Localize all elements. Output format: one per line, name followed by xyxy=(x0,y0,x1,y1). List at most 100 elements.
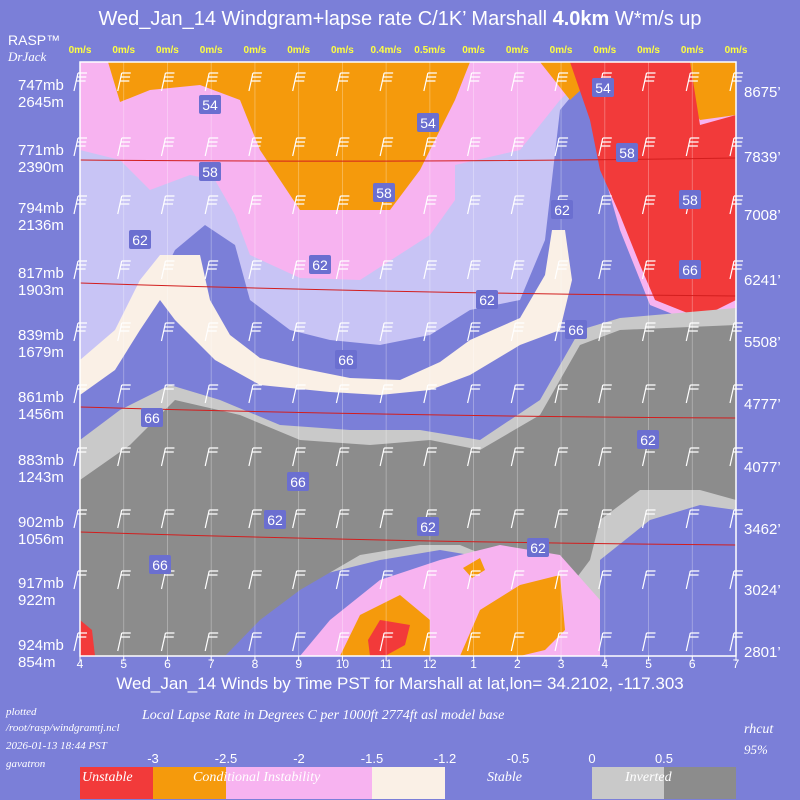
wind-barb xyxy=(641,322,656,342)
legend-swatch xyxy=(664,767,736,799)
svg-text:66: 66 xyxy=(144,410,160,426)
wind-barb xyxy=(204,195,219,215)
wind-barb xyxy=(379,447,394,467)
legend-tick-label: -1.2 xyxy=(433,751,457,766)
wind-barb xyxy=(204,72,219,92)
svg-text:66: 66 xyxy=(682,262,698,278)
height-ft-label: 5508’ xyxy=(744,334,781,351)
wind-barb xyxy=(335,384,350,404)
height-ft-label: 8675’ xyxy=(744,84,781,101)
wind-barb xyxy=(73,72,87,92)
x-tick-label: 11 xyxy=(380,657,393,671)
w-star-label: 0m/s xyxy=(68,45,92,56)
wind-barb xyxy=(510,322,525,342)
w-star-label: 0m/s xyxy=(287,45,311,56)
wind-barb xyxy=(641,137,656,157)
wind-barb xyxy=(423,447,437,467)
w-star-label: 0m/s xyxy=(505,45,529,56)
reference-line xyxy=(79,282,737,297)
height-m-label: 2390m xyxy=(18,159,64,176)
legend-swatch xyxy=(299,767,372,799)
height-ft-label: 6241’ xyxy=(744,272,781,289)
wind-barb xyxy=(685,72,700,92)
contour-label: 62 xyxy=(637,430,659,449)
wind-barb xyxy=(467,195,481,215)
wind-barb xyxy=(510,570,525,590)
wind-barb xyxy=(685,632,700,652)
wind-barb xyxy=(598,447,612,467)
wind-barb xyxy=(335,260,350,280)
w-star-label: 0m/s xyxy=(330,45,354,56)
wind-barb xyxy=(379,632,394,652)
legend-category-label: Stable xyxy=(487,770,522,785)
contour-labels: 54 54 54 58 58 58 58 62 62 62 62 62 62 62 62 66 66 66 66 66… xyxy=(129,78,701,574)
wind-barb xyxy=(117,322,131,342)
legend-swatch xyxy=(445,767,592,799)
pressure-label: 924mb xyxy=(18,637,64,654)
wind-barb xyxy=(423,632,437,652)
contour-label: 66 xyxy=(141,408,163,427)
x-tick-label: 12 xyxy=(423,657,437,671)
wind-barb xyxy=(554,322,569,342)
wind-barb xyxy=(423,570,437,590)
pressure-label: 839mb xyxy=(18,327,64,344)
wind-barb xyxy=(204,447,219,467)
wind-barb xyxy=(379,570,394,590)
w-star-label: 0m/s xyxy=(593,45,617,56)
wind-barb xyxy=(292,260,306,280)
height-m-label: 1679m xyxy=(18,344,64,361)
contour-label: 58 xyxy=(616,143,638,162)
wind-barbs xyxy=(73,72,743,652)
contour-label: 58 xyxy=(679,190,701,209)
contour-label: 54 xyxy=(199,95,221,114)
x-tick-label: 9 xyxy=(295,657,302,671)
w-star-label: 0m/s xyxy=(680,45,704,56)
wind-barb xyxy=(160,72,175,92)
contour-label: 66 xyxy=(565,320,587,339)
wind-barb xyxy=(117,384,131,404)
svg-text:62: 62 xyxy=(267,512,283,528)
chart-title: Wed_Jan_14 Windgram+lapse rate C/1K’ Mar… xyxy=(98,8,702,30)
wind-barb xyxy=(292,195,306,215)
wind-barb xyxy=(160,509,175,529)
wind-barb xyxy=(510,509,525,529)
wind-barb xyxy=(117,195,131,215)
svg-text:66: 66 xyxy=(290,474,306,490)
footer-rhcut: rhcut xyxy=(744,722,774,737)
wind-barb xyxy=(335,322,350,342)
wind-barb xyxy=(204,384,219,404)
wind-barb xyxy=(423,260,437,280)
svg-text:58: 58 xyxy=(682,192,698,208)
wind-barb xyxy=(685,570,700,590)
x-axis-ticks: 4 5 6 7 8 9 10 11 12 1 2 3 4 5 6 7 xyxy=(77,656,740,671)
wind-barb xyxy=(160,384,175,404)
contour-label: 62 xyxy=(309,255,331,274)
wind-barb xyxy=(598,384,612,404)
wind-barb xyxy=(467,137,481,157)
wind-barb xyxy=(379,509,394,529)
x-tick-label: 5 xyxy=(120,657,127,671)
wind-barb xyxy=(160,260,175,280)
x-tick-label: 10 xyxy=(336,657,350,671)
height-m-label: 2136m xyxy=(18,217,64,234)
contour-label: 62 xyxy=(527,538,549,557)
wind-barb xyxy=(641,72,656,92)
wind-barb xyxy=(73,195,87,215)
wind-barb xyxy=(423,195,437,215)
height-ft-label: 7839’ xyxy=(744,149,781,166)
height-m-label: 1456m xyxy=(18,406,64,423)
region-orange-small xyxy=(463,558,485,578)
contour-label: 62 xyxy=(476,290,498,309)
wind-barb xyxy=(467,260,481,280)
legend-category-label: Inverted xyxy=(625,770,672,785)
x-tick-label: 2 xyxy=(514,657,521,671)
wind-barb xyxy=(248,570,262,590)
pressure-label: 794mb xyxy=(18,200,64,217)
w-star-label: 0m/s xyxy=(462,45,485,56)
region-red-lower xyxy=(368,620,410,656)
svg-text:66: 66 xyxy=(338,352,354,368)
x-tick-label: 5 xyxy=(645,657,652,671)
height-m-label: 1056m xyxy=(18,531,64,548)
w-star-label: 0m/s xyxy=(156,45,179,56)
wind-barb xyxy=(248,509,262,529)
